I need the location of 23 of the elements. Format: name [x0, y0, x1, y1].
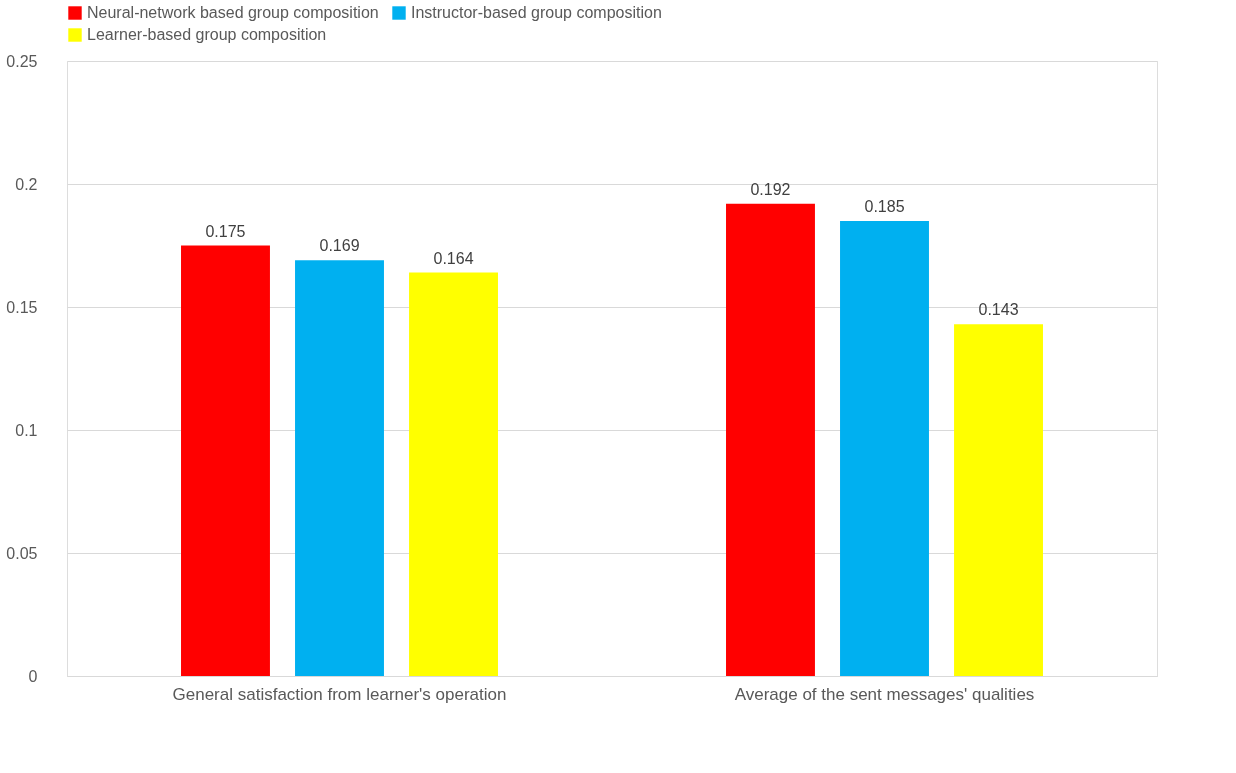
legend-label: Neural-network based group composition: [87, 4, 379, 21]
data-label: 0.143: [978, 301, 1019, 319]
bar: [954, 324, 1043, 676]
y-tick-label: 0.25: [6, 52, 38, 70]
data-label: 0.185: [864, 197, 905, 215]
bar: [181, 245, 270, 676]
data-label: 0.175: [205, 222, 246, 240]
bar: [295, 260, 384, 676]
y-tick-label: 0.2: [15, 175, 38, 193]
legend-label: Learner-based group composition: [87, 26, 327, 43]
y-tick-label: 0: [28, 667, 38, 685]
y-tick-label: 0.05: [6, 544, 38, 562]
x-tick-label: Average of the sent messages' qualities: [734, 684, 1035, 704]
bar: [840, 220, 929, 676]
data-label: 0.164: [433, 249, 474, 267]
data-label: 0.169: [319, 237, 360, 255]
data-label: 0.192: [750, 180, 791, 198]
x-tick-label: General satisfaction from learner's operation: [172, 684, 507, 704]
y-tick-label: 0.15: [6, 298, 38, 316]
y-tick-label: 0.1: [15, 421, 38, 439]
legend-label: Instructor-based group composition: [411, 4, 662, 21]
bar: [409, 272, 498, 676]
bar: [726, 203, 815, 676]
